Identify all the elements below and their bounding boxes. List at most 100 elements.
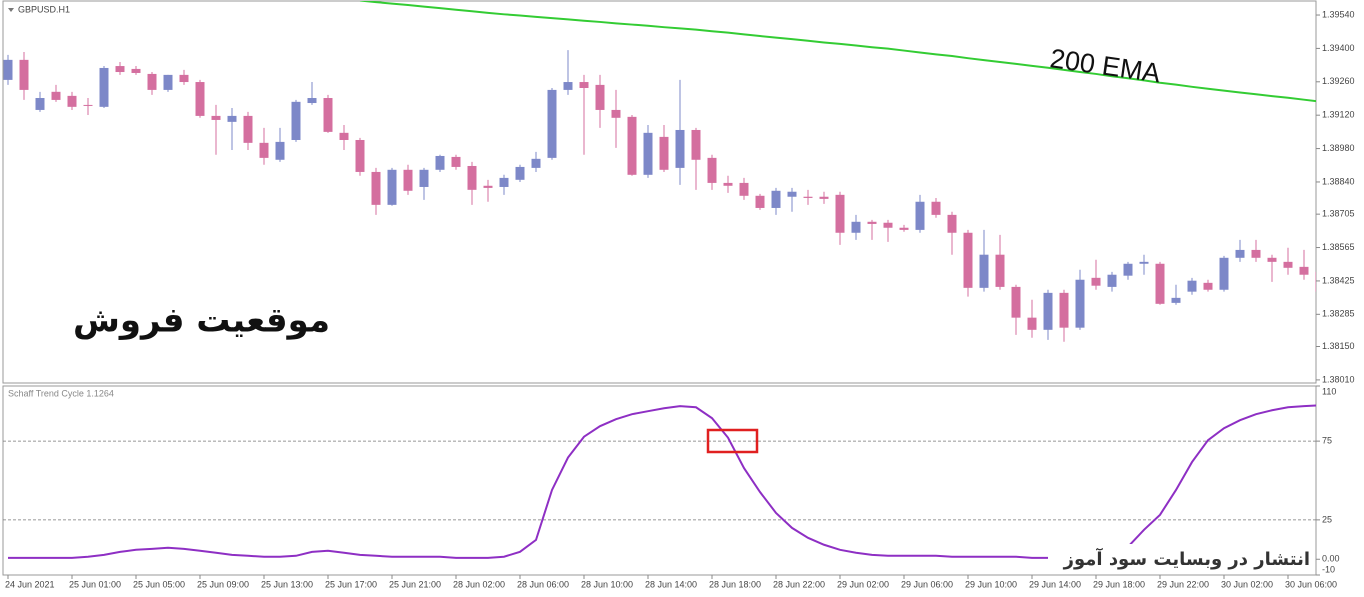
candle-body — [707, 157, 717, 183]
candle-body — [1043, 292, 1053, 330]
candle-body — [1235, 249, 1245, 258]
y-tick-label: 75 — [1322, 436, 1332, 446]
candle-body — [1267, 257, 1277, 262]
candle-body — [755, 195, 765, 208]
candle-body — [3, 59, 13, 80]
candle-body — [1251, 249, 1261, 258]
candle-body — [1171, 297, 1181, 303]
candle-body — [1283, 261, 1293, 268]
candle-body — [371, 171, 381, 205]
candle-body — [195, 82, 205, 116]
x-tick-label: 25 Jun 01:00 — [69, 579, 121, 589]
candle-body — [739, 182, 749, 196]
candle-body — [1075, 279, 1085, 328]
candle-body — [899, 227, 909, 230]
candle-body — [499, 177, 509, 187]
candle-body — [355, 139, 365, 172]
candle-body — [691, 129, 701, 160]
annotation: موقعیت فروش — [73, 301, 330, 341]
candle-body — [563, 82, 573, 90]
x-tick-label: 29 Jun 22:00 — [1157, 579, 1209, 589]
candle-body — [147, 73, 157, 90]
candle-body — [35, 98, 45, 110]
watermark-bg — [1052, 544, 1314, 574]
candle-body — [467, 165, 477, 190]
candle-body — [339, 132, 349, 140]
x-tick-label: 28 Jun 10:00 — [581, 579, 633, 589]
indicator-pane — [2, 385, 1317, 576]
candle-body — [163, 74, 173, 90]
candle-body — [419, 169, 429, 187]
candle-body — [611, 109, 621, 118]
candle-body — [83, 104, 93, 106]
candle-body — [1315, 271, 1316, 292]
y-tick-label: -10 — [1322, 564, 1335, 574]
candle-body — [803, 196, 813, 198]
x-tick-label: 28 Jun 14:00 — [645, 579, 697, 589]
indicator-title: Schaff Trend Cycle 1.1264 — [8, 388, 114, 398]
candle-body — [211, 115, 221, 120]
x-tick-label: 29 Jun 02:00 — [837, 579, 889, 589]
candle-body — [483, 185, 493, 188]
main-plot — [3, 1, 1316, 342]
x-tick-label: 30 Jun 02:00 — [1221, 579, 1273, 589]
watermark: انتشار در وبسایت سود آموز — [1063, 547, 1310, 570]
y-tick-label: 1.38565 — [1322, 242, 1355, 252]
y-tick-label: 0.00 — [1322, 554, 1340, 564]
candle-body — [115, 66, 125, 73]
candle-body — [1155, 263, 1165, 304]
candle-body — [67, 95, 77, 107]
candle-body — [963, 232, 973, 288]
candle-body — [227, 115, 237, 122]
candle-body — [915, 201, 925, 230]
candle-body — [883, 222, 893, 228]
x-tick-label: 30 Jun 06:00 — [1285, 579, 1337, 589]
candle-body — [627, 116, 637, 175]
candle-body — [1219, 257, 1229, 290]
y-tick-label: 1.39400 — [1322, 43, 1355, 53]
candle-body — [1107, 274, 1117, 287]
candle-body — [851, 221, 861, 233]
candle-body — [1139, 261, 1149, 264]
x-tick-label: 29 Jun 06:00 — [901, 579, 953, 589]
candle-body — [579, 82, 589, 88]
indicator-line — [8, 404, 1316, 559]
candle-body — [387, 169, 397, 205]
candle-body — [675, 129, 685, 168]
candle-body — [179, 74, 189, 83]
candle-body — [99, 67, 109, 107]
x-tick-label: 25 Jun 13:00 — [261, 579, 313, 589]
ema-line — [359, 1, 1316, 103]
candle-body — [835, 194, 845, 233]
candle-body — [1187, 280, 1197, 292]
candle-body — [243, 115, 253, 143]
candle-body — [771, 190, 781, 208]
overlay: GBPUSD.H1 Schaff Trend Cycle 1.1264 200 … — [8, 4, 1314, 574]
candle-body — [19, 59, 29, 90]
candle-body — [323, 98, 333, 132]
candle-body — [995, 254, 1005, 287]
x-tick-label: 25 Jun 09:00 — [197, 579, 249, 589]
menu-arrow — [8, 8, 14, 12]
x-tick-label: 29 Jun 18:00 — [1093, 579, 1145, 589]
x-tick-label: 28 Jun 22:00 — [773, 579, 825, 589]
candle-body — [1011, 286, 1021, 318]
candle-body — [1091, 277, 1101, 286]
y-tick-label: 1.38010 — [1322, 374, 1355, 384]
candle-body — [51, 91, 61, 100]
candle-body — [595, 84, 605, 110]
y-tick-label: 1.38150 — [1322, 341, 1355, 351]
x-tick-label: 28 Jun 02:00 — [453, 579, 505, 589]
x-tick-label: 29 Jun 10:00 — [965, 579, 1017, 589]
y-tick-label: 1.39540 — [1322, 9, 1355, 19]
candle-body — [307, 98, 317, 104]
candle-body — [403, 169, 413, 191]
highlight-box — [706, 428, 759, 454]
y-tick-label: 25 — [1322, 514, 1332, 524]
x-tick-label: 24 Jun 2021 — [5, 579, 55, 589]
candle-body — [643, 132, 653, 175]
y-tick-label: 1.39120 — [1322, 110, 1355, 120]
x-tick-label: 29 Jun 14:00 — [1029, 579, 1081, 589]
